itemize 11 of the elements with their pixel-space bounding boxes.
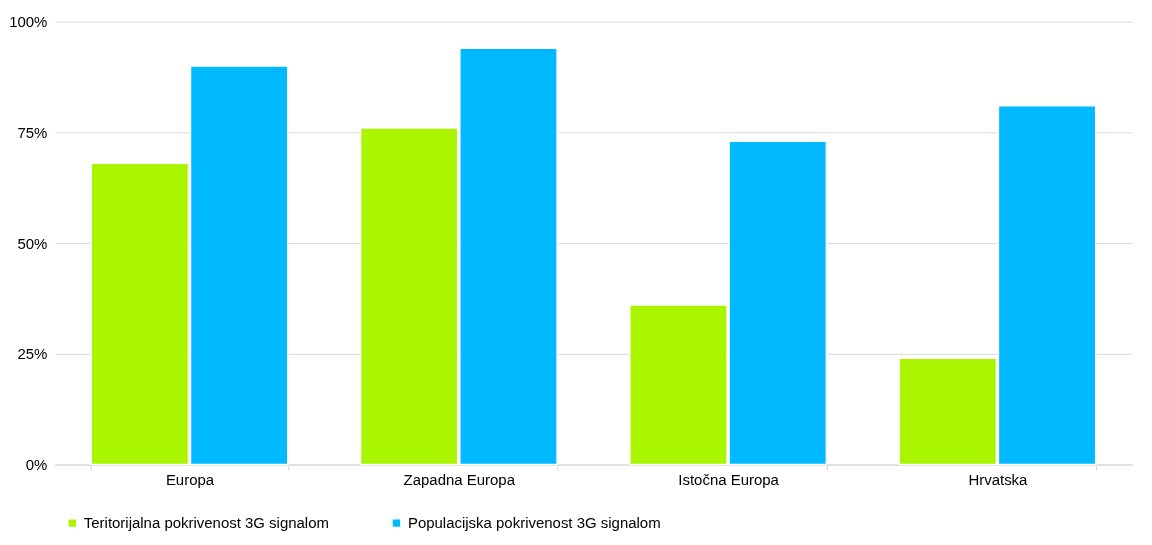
y-tick-label: 100% xyxy=(9,13,48,31)
x-tick-label: Istočna Europa xyxy=(678,470,780,488)
x-tick-label: Hrvatska xyxy=(968,470,1029,488)
legend-label: Teritorijalna pokrivenost 3G signalom xyxy=(83,514,329,532)
y-tick-label: 50% xyxy=(17,234,48,252)
x-tick-label: Europa xyxy=(165,470,215,488)
y-tick-label: 75% xyxy=(17,123,48,141)
y-tick-label: 0% xyxy=(25,455,48,473)
x-tick-label: Zapadna Europa xyxy=(403,470,516,488)
legend-label: Populacijska pokrivenost 3G signalom xyxy=(407,514,661,532)
y-tick-label: 25% xyxy=(17,345,48,363)
